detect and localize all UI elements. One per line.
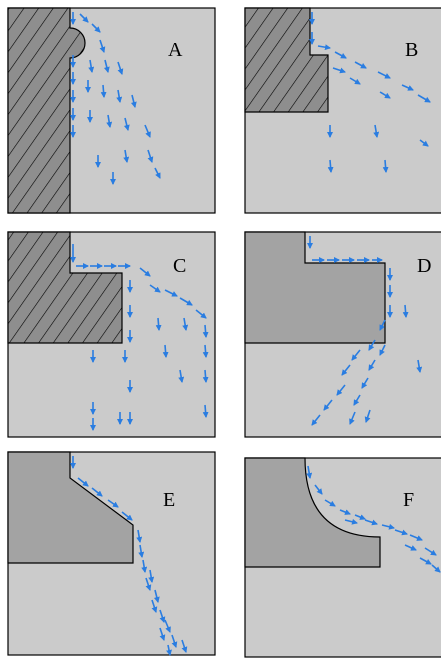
panel-label: B	[405, 39, 418, 61]
panel-label: E	[163, 489, 175, 511]
flow-arrow	[205, 345, 206, 357]
panels	[8, 8, 441, 657]
panel-label: D	[417, 255, 431, 277]
flow-arrow	[205, 325, 206, 337]
flow-arrow	[385, 160, 386, 172]
flow-arrow	[405, 305, 406, 317]
flow-arrow	[158, 318, 159, 330]
flow-arrow	[165, 345, 166, 357]
panel-label: C	[173, 255, 186, 277]
panel-label: A	[168, 39, 183, 61]
flow-arrow	[205, 370, 206, 382]
diagram: A B C D E F	[0, 0, 441, 658]
flow-arrow	[330, 160, 331, 172]
flow-arrow	[103, 85, 104, 97]
panel-label: F	[403, 489, 414, 511]
flow-arrow	[205, 405, 206, 417]
